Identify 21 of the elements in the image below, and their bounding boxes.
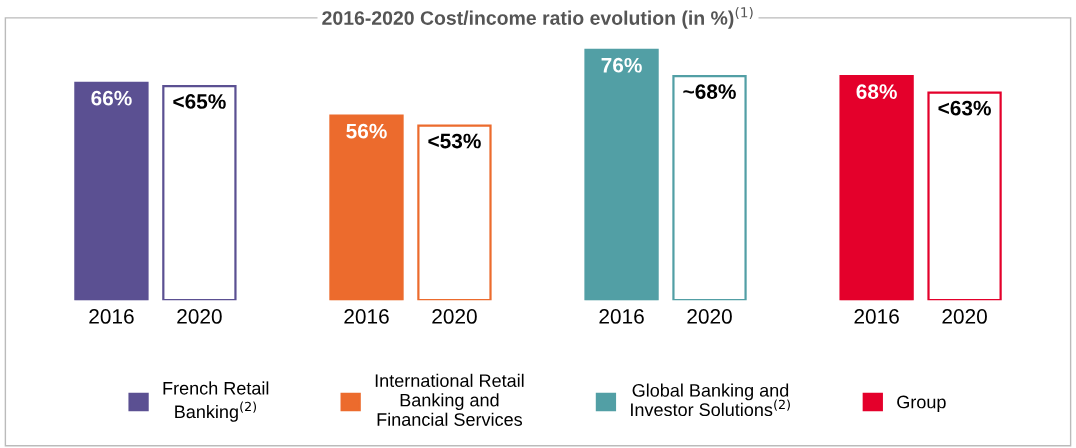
data-label: ~68% — [683, 84, 736, 99]
data-label: <53% — [428, 133, 481, 149]
data-label: 68% — [856, 84, 897, 99]
data-label: 76% — [601, 57, 642, 73]
chart-title: 2016-2020 Cost/income ratio evolution (in %)$^{(1)}$ — [322, 6, 753, 29]
legend-label: Global Banking and Investor Solutions$^{(2)}$ — [631, 383, 790, 417]
data-label: <65% — [173, 94, 226, 109]
data-label: <63% — [938, 100, 991, 116]
legend-label: Group — [897, 395, 946, 412]
data-label: 66% — [91, 90, 132, 106]
x-tick-label: 2016 — [854, 309, 899, 324]
x-tick-label: 2020 — [432, 309, 477, 324]
legend-label: French Retail Banking$^{(2)}$ — [163, 381, 269, 422]
data-label: 56% — [346, 123, 387, 139]
x-tick-label: 2020 — [177, 309, 222, 324]
legend-label: International Retail Banking and Financial Services — [375, 373, 524, 426]
x-tick-label: 2016 — [599, 309, 644, 324]
x-tick-label: 2016 — [344, 309, 389, 324]
x-tick-label: 2020 — [942, 309, 987, 324]
x-tick-label: 2016 — [89, 309, 134, 324]
x-tick-label: 2020 — [687, 309, 732, 324]
